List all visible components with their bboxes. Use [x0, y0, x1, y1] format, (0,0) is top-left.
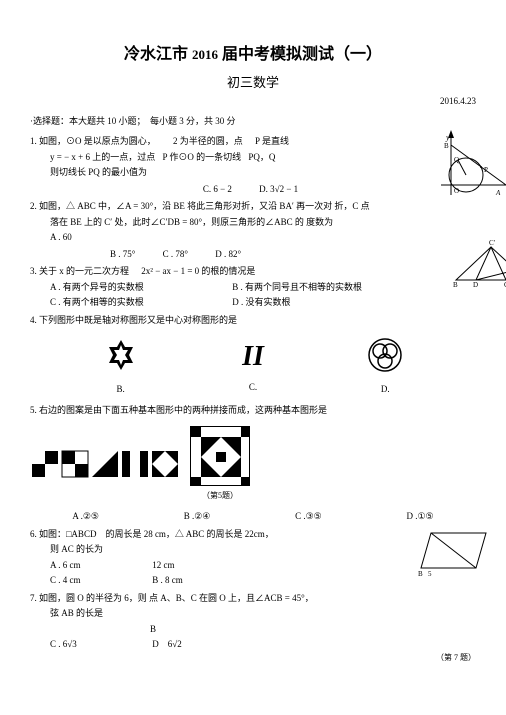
title-year: 2016 [192, 47, 218, 62]
question-6: B 5 6. 如图：□ABCD 的周长是 28 cm，△ ABC 的周长是 22… [30, 528, 476, 588]
shape-ii: II C. [242, 336, 264, 395]
q3-optc: C . 有两个相等的实数根 [50, 296, 230, 310]
q4-text: 4. 下列图形中既是轴对称图形又是中心对称图形的是 [30, 314, 476, 328]
q1-text3: 则切线长 PQ 的最小值为 [50, 166, 476, 180]
q3-text1a: 3. 关于 x 的一元二次方程 [30, 266, 129, 276]
q6-optc: C . 4 cm [50, 574, 150, 588]
question-4: 4. 下列图形中既是轴对称图形又是中心对称图形的是 B. II C. D. [30, 314, 476, 397]
q1-text2c: PQ，Q [248, 152, 275, 162]
q1-optc: C. 6 − 2 [203, 183, 232, 197]
q5-shape2 [60, 449, 90, 479]
q2-opta: A . 60 [50, 231, 476, 245]
svg-text:P: P [484, 166, 488, 174]
section-label: ·选择题：本大题共 10 小题； 每小题 3 分，共 30 分 [30, 114, 476, 127]
q1-optd: D. 3√2 − 1 [259, 183, 298, 197]
q5-caption: （第5题） [190, 490, 250, 502]
q1-text2a: y = − x + 6 上的一点，过点 [50, 152, 155, 162]
question-1: 1. 如图，⊙O 是以原点为圆心， 2 为半径的圆，点 P 是直线 y = − … [30, 135, 476, 196]
q3-opta: A . 有两个异号的实数根 [50, 281, 230, 295]
q3-optd: D . 没有实数根 [232, 297, 290, 307]
q2-optc: C . 78° [163, 248, 188, 262]
exam-title: 冷水江市 2016 届中考模拟测试（一） [30, 40, 476, 64]
q5-composite: （第5题） [190, 426, 250, 503]
q7-optc: C . 6√3 [50, 638, 150, 652]
q6-text2: 则 AC 的长为 [50, 543, 476, 557]
q3-text1b: 2x² − ax − 1 = 0 的根的情况是 [141, 266, 255, 276]
q5-optb: B .②④ [184, 510, 211, 524]
figure-q6: B 5 [416, 528, 496, 578]
q1-text1b: 2 为半径的圆，点 [173, 136, 243, 146]
shape-snowflake: B. [101, 335, 141, 396]
exam-subtitle: 初三数学 [30, 72, 476, 91]
q4-labelb: B. [101, 383, 141, 397]
q2-optd: D . 82° [215, 248, 241, 262]
q2-optb: B . 75° [110, 248, 135, 262]
svg-text:C′: C′ [489, 239, 496, 247]
question-2: 2. 如图，△ ABC 中，∠A = 30°，沿 BE 将此三角形对折，又沿 B… [30, 200, 476, 261]
svg-text:5: 5 [428, 570, 432, 578]
q4-labelc: C. [242, 381, 264, 395]
q7-text2: 弦 AB 的长是 [50, 607, 476, 621]
q7-caption: （第 7 题） [30, 652, 476, 664]
q6-opta: A . 6 cm [50, 559, 150, 573]
q7-text1: 7. 如图，圆 O 的半径为 6，则 点 A、B、C 在圆 O 上，且∠ACB … [30, 592, 476, 606]
q3-optb: B . 有两个同号且不相等的实数根 [232, 282, 362, 292]
q2-text2: 落在 BE 上的 C′ 处，此时∠C′DB = 80°，则原三角形的∠ABC 的… [50, 216, 476, 230]
q6-text1: 6. 如图：□ABCD 的周长是 28 cm，△ ABC 的周长是 22cm， [30, 528, 476, 542]
svg-text:B: B [418, 570, 423, 578]
q2-text1: 2. 如图，△ ABC 中，∠A = 30°，沿 BE 将此三角形对折，又沿 B… [30, 200, 476, 214]
q5-optc: C .③⑤ [295, 510, 322, 524]
q1-text1c: P 是直线 [255, 136, 289, 146]
q5-shape4 [120, 449, 150, 479]
q5-opta: A .②⑤ [72, 510, 99, 524]
question-3: 3. 关于 x 的一元二次方程 2x² − ax − 1 = 0 的根的情况是 … [30, 265, 476, 310]
exam-date: 2016.4.23 [30, 96, 476, 106]
svg-text:A: A [495, 189, 501, 197]
q5-optd: D .①⑤ [406, 510, 433, 524]
q6-optb: 12 cm [152, 560, 174, 570]
q5-shape1 [30, 449, 60, 479]
title-suffix: 届中考模拟测试（一） [218, 46, 382, 63]
question-7: 7. 如图，圆 O 的半径为 6，则 点 A、B、C 在圆 O 上，且∠ACB … [30, 592, 476, 664]
q1-text1a: 1. 如图，⊙O 是以原点为圆心， [30, 136, 156, 146]
q6-optd: B . 8 cm [152, 575, 183, 585]
shape-circles: D. [365, 335, 405, 396]
q4-labeld: D. [365, 383, 405, 397]
q5-shape5 [150, 449, 180, 479]
q7-optb: B [150, 623, 476, 637]
title-prefix: 冷水江市 [124, 46, 192, 63]
q7-optd: D 6√2 [152, 639, 181, 649]
q1-text2b: P 作⊙O 的一条切线 [162, 152, 241, 162]
q5-text: 5. 右边的图案是由下面五种基本图形中的两种拼接而成，这两种基本图形是 [30, 404, 476, 418]
question-5: 5. 右边的图案是由下面五种基本图形中的两种拼接而成，这两种基本图形是 （第5题… [30, 404, 476, 524]
q5-shape3 [90, 449, 120, 479]
